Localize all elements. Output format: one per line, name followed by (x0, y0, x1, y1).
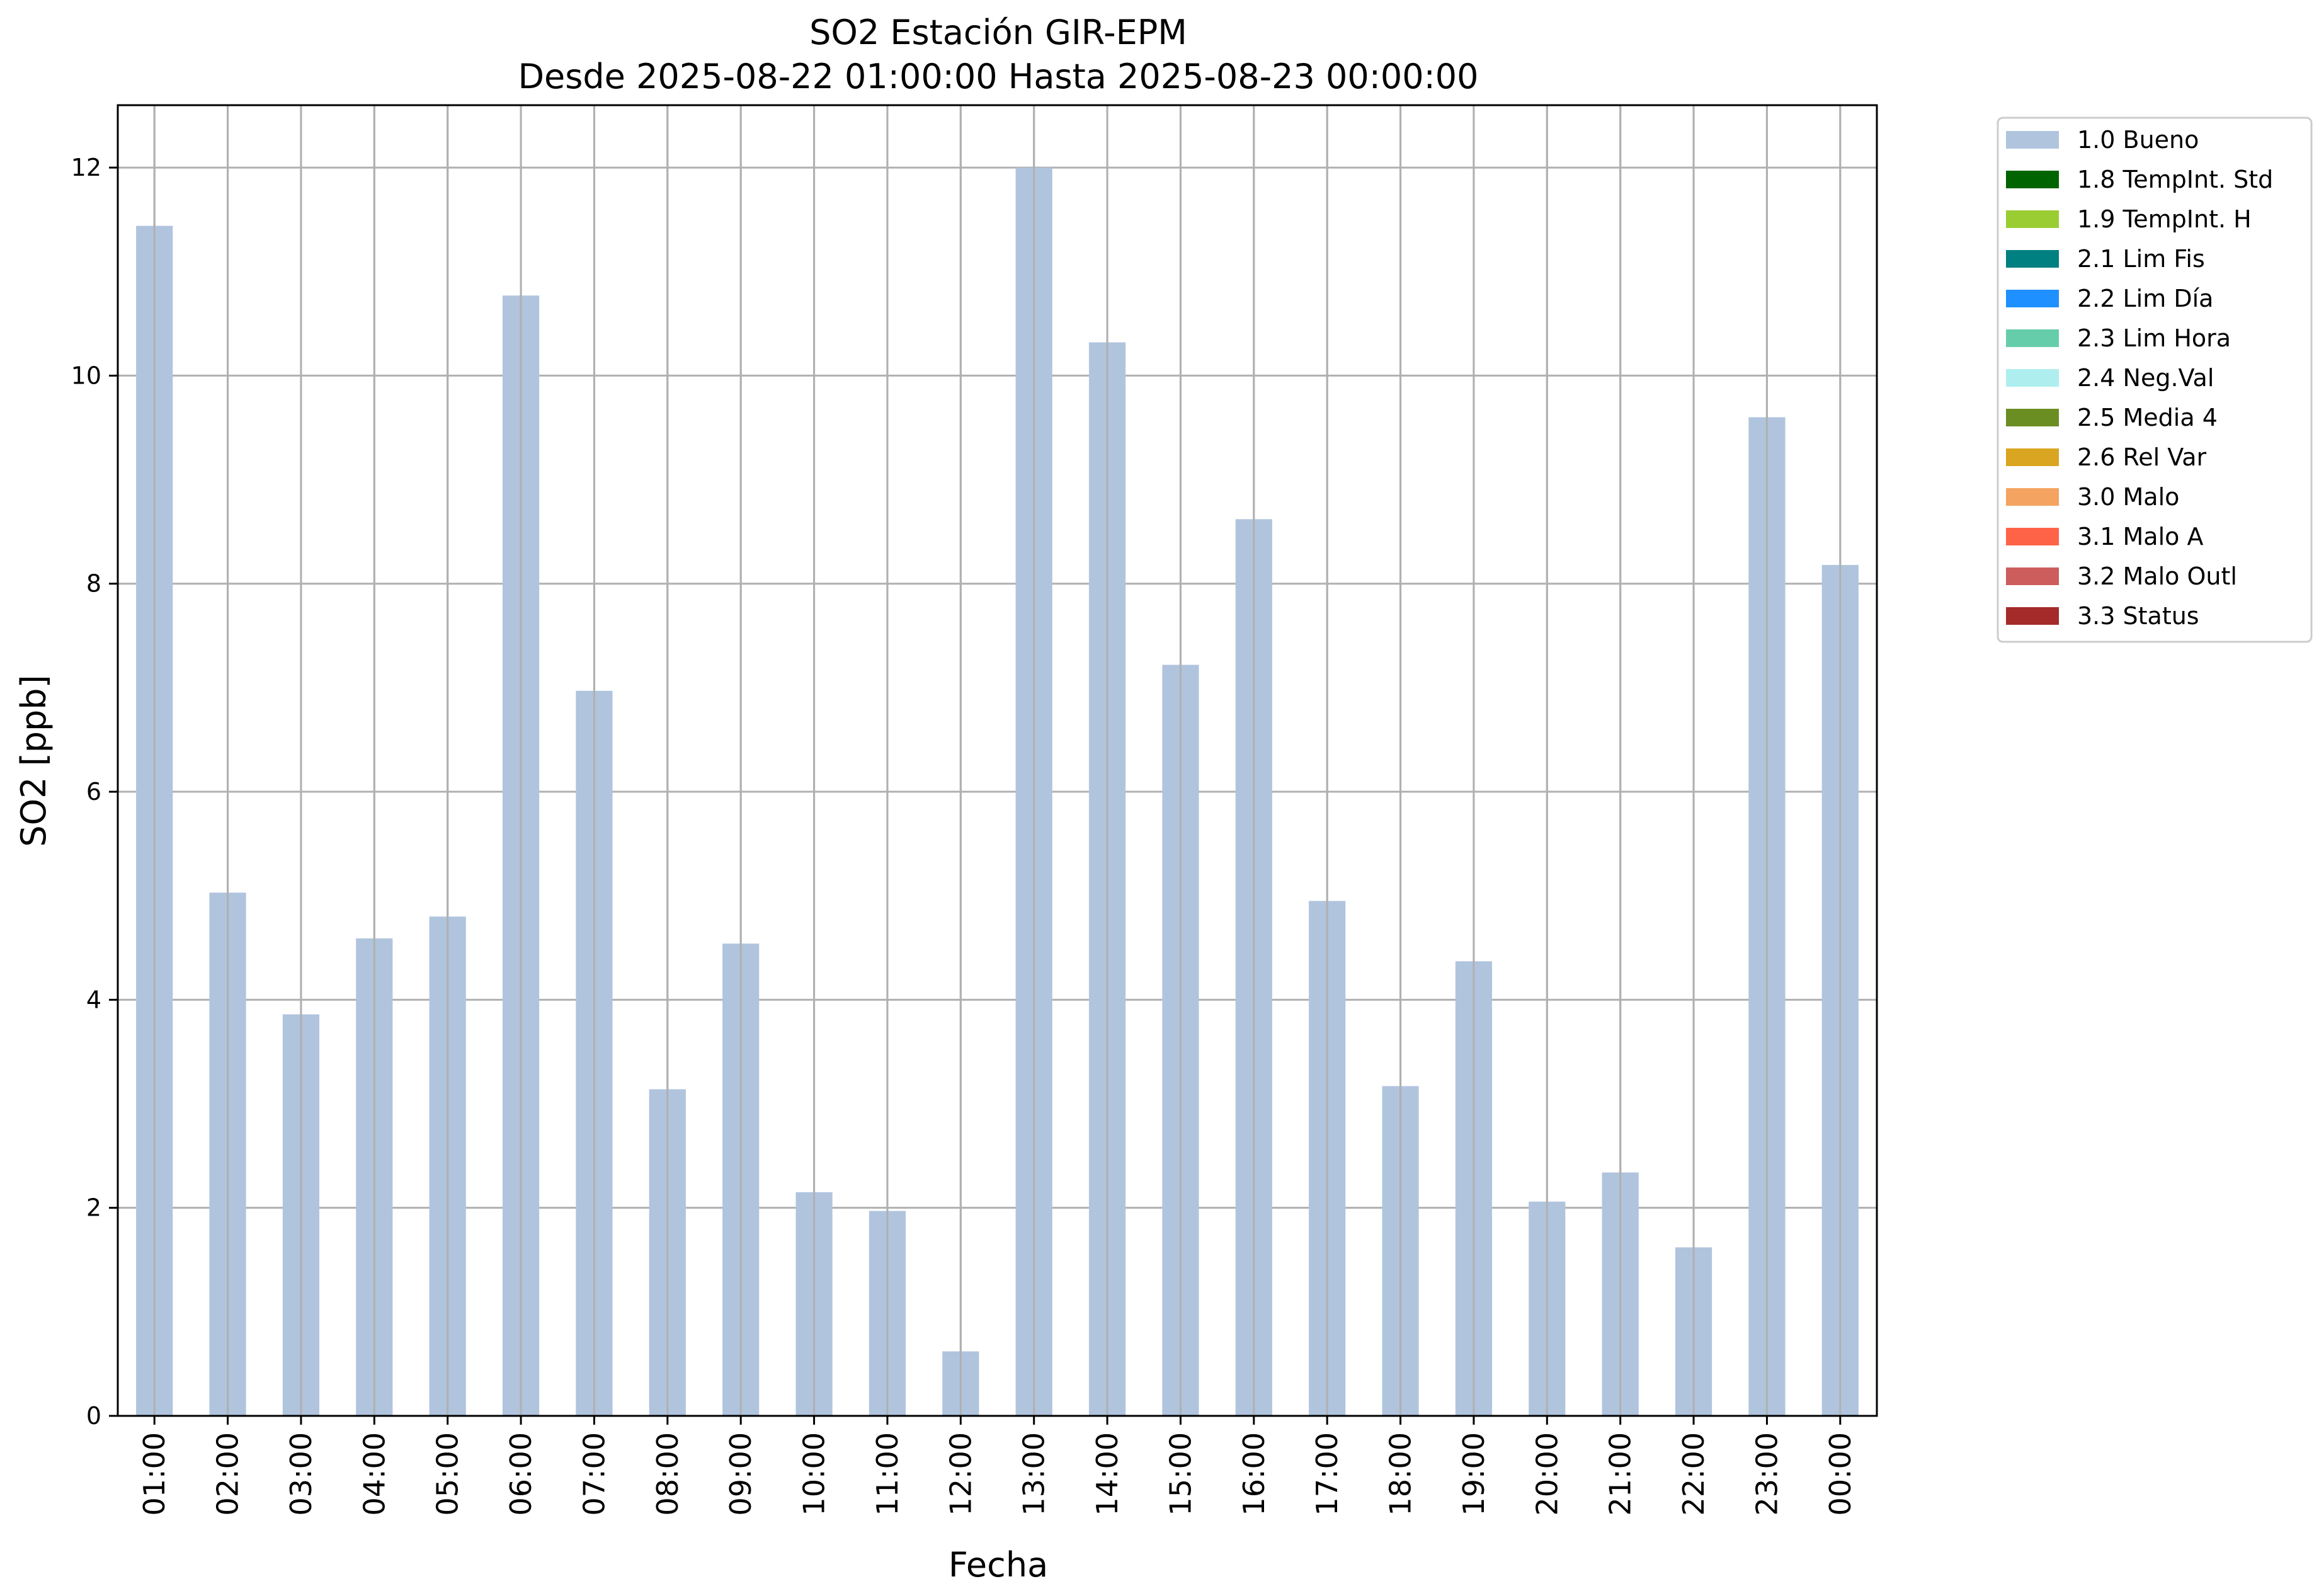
legend: 1.0 Bueno 1.8 TempInt. Std 1.9 TempInt. H 2… (1997, 117, 2313, 643)
x-tick-label: 15:00 (1163, 1432, 1197, 1516)
legend-label: 2.6 Rel Var (2077, 443, 2207, 471)
legend-label: 3.1 Malo A (2077, 523, 2203, 550)
x-axis-label: Fecha (949, 1545, 1048, 1585)
legend-swatch (2006, 448, 2059, 466)
chart-title: SO2 Estación GIR-EPM (809, 13, 1187, 52)
x-tick-label: 04:00 (357, 1432, 391, 1516)
x-tick-label: 23:00 (1750, 1432, 1784, 1516)
legend-label: 1.8 TempInt. Std (2077, 166, 2273, 193)
x-tick-label: 03:00 (284, 1432, 318, 1516)
plot-frame (117, 104, 1878, 1417)
legend-swatch (2006, 171, 2059, 188)
x-tick-label: 11:00 (870, 1432, 904, 1516)
legend-label: 2.4 Neg.Val (2077, 364, 2214, 392)
legend-swatch (2006, 488, 2059, 506)
legend-swatch (2006, 290, 2059, 307)
x-tick-label: 17:00 (1310, 1432, 1344, 1516)
legend-swatch (2006, 250, 2059, 268)
x-tick-label: 07:00 (577, 1432, 611, 1516)
legend-swatch (2006, 528, 2059, 545)
legend-label: 1.9 TempInt. H (2077, 205, 2252, 233)
chart-subtitle: Desde 2025-08-22 01:00:00 Hasta 2025-08-… (518, 57, 1478, 96)
x-tick-label: 14:00 (1090, 1432, 1124, 1516)
y-tick-label: 6 (86, 778, 101, 806)
legend-swatch (2006, 210, 2059, 228)
x-tick-label: 00:00 (1823, 1432, 1857, 1516)
y-axis-ticks: 0 2 4 6 8 10 12 (71, 154, 118, 1430)
x-axis-ticks: 01:00 02:00 03:00 04:00 05:00 06:00 07:00 08:00… (137, 1416, 1857, 1516)
x-tick-label: 22:00 (1677, 1432, 1711, 1516)
legend-label: 3.3 Status (2077, 602, 2199, 630)
x-tick-label: 13:00 (1017, 1432, 1051, 1516)
legend-box (1997, 117, 2313, 643)
y-tick-label: 0 (86, 1402, 101, 1430)
legend-swatch (2006, 329, 2059, 347)
y-tick-label: 12 (71, 154, 101, 181)
y-tick-label: 8 (86, 570, 101, 598)
legend-label: 2.3 Lim Hora (2077, 324, 2231, 352)
legend-label: 2.5 Media 4 (2077, 404, 2218, 431)
x-tick-label: 01:00 (137, 1432, 171, 1516)
x-tick-label: 21:00 (1604, 1432, 1638, 1516)
legend-label: 3.2 Malo Outl (2077, 562, 2237, 590)
y-tick-label: 4 (86, 986, 101, 1013)
x-tick-label: 08:00 (651, 1432, 685, 1516)
x-tick-label: 19:00 (1457, 1432, 1491, 1516)
x-tick-label: 18:00 (1384, 1432, 1418, 1516)
legend-label: 2.2 Lim Día (2077, 285, 2213, 312)
y-tick-label: 10 (71, 362, 101, 389)
x-tick-label: 10:00 (797, 1432, 831, 1516)
y-axis-label: SO2 [ppb] (14, 675, 54, 846)
legend-swatch (2006, 567, 2059, 585)
legend-swatch (2006, 131, 2059, 149)
x-tick-label: 16:00 (1237, 1432, 1271, 1516)
legend-label: 3.0 Malo (2077, 483, 2179, 511)
x-tick-label: 20:00 (1530, 1432, 1564, 1516)
y-tick-label: 2 (86, 1194, 101, 1222)
x-tick-label: 12:00 (943, 1432, 977, 1516)
x-tick-label: 05:00 (431, 1432, 465, 1516)
legend-label: 2.1 Lim Fis (2077, 245, 2205, 273)
x-tick-label: 06:00 (504, 1432, 538, 1516)
bars (136, 105, 1859, 1416)
x-tick-label: 02:00 (211, 1432, 245, 1516)
legend-swatch (2006, 409, 2059, 426)
legend-swatch (2006, 369, 2059, 387)
legend-label: 1.0 Bueno (2077, 126, 2199, 154)
x-tick-label: 09:00 (724, 1432, 758, 1516)
legend-swatch (2006, 607, 2059, 625)
